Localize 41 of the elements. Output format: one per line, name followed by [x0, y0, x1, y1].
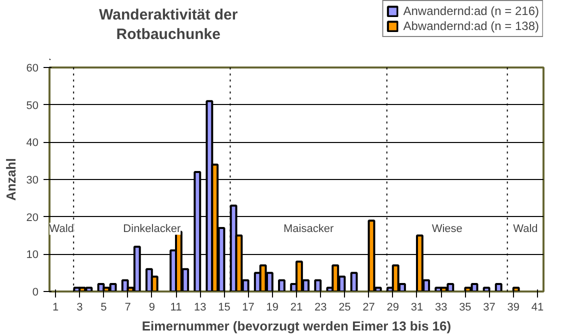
chart-title: Wanderaktivität der Rotbauchunke	[99, 6, 238, 44]
x-tick-label: 39	[507, 302, 520, 314]
bar	[278, 279, 286, 292]
y-tick-label: 40	[26, 137, 39, 150]
annotation: Maisacker	[283, 222, 334, 235]
y-tick-label: 60	[26, 62, 39, 74]
x-tick-label: 7	[124, 302, 131, 314]
x-tick-label: 33	[434, 302, 448, 314]
x-tick-label: 41	[531, 302, 544, 314]
annotation: Dinkelacker	[123, 222, 181, 235]
x-tick-label: 31	[410, 302, 424, 314]
x-tick-label: 5	[100, 302, 107, 314]
x-tick-label: 13	[194, 302, 206, 314]
x-tick-label: 37	[483, 302, 496, 314]
x-tick-label: 25	[338, 302, 351, 314]
x-tick-label: 3	[76, 302, 83, 314]
annotation: Wiese	[432, 222, 462, 235]
bar	[350, 272, 358, 292]
y-tick-label: 30	[26, 174, 39, 186]
annotation: Wald	[49, 222, 74, 235]
y-tick-label: 10	[26, 249, 39, 262]
x-tick-label: 23	[314, 302, 327, 314]
x-tick-label: 19	[266, 302, 279, 314]
x-tick-label: 21	[290, 302, 303, 314]
y-tick-label: 20	[26, 212, 39, 224]
y-axis-title: Anzahl	[3, 158, 18, 201]
x-tick-label: 1	[52, 302, 59, 314]
y-tick-label: 50	[26, 100, 39, 112]
annotation: Wald	[513, 222, 538, 235]
y-tick-label: 0	[32, 286, 39, 298]
x-tick-label: 15	[218, 302, 230, 314]
x-tick-label: 27	[362, 302, 375, 314]
legend-label: Anwandernd:ad (n = 216)	[403, 4, 539, 18]
x-tick-label: 35	[459, 302, 472, 314]
x-tick-label: 17	[242, 302, 254, 314]
x-tick-label: 29	[386, 302, 400, 314]
x-tick-label: 11	[170, 302, 182, 314]
x-tick-label: 9	[148, 302, 155, 314]
legend-label: Abwandernd:ad (n = 138)	[403, 19, 539, 33]
x-axis-title: Eimernummer (bevorzugt werden Eimer 13 bis 16)	[142, 318, 452, 334]
bar	[494, 283, 502, 292]
